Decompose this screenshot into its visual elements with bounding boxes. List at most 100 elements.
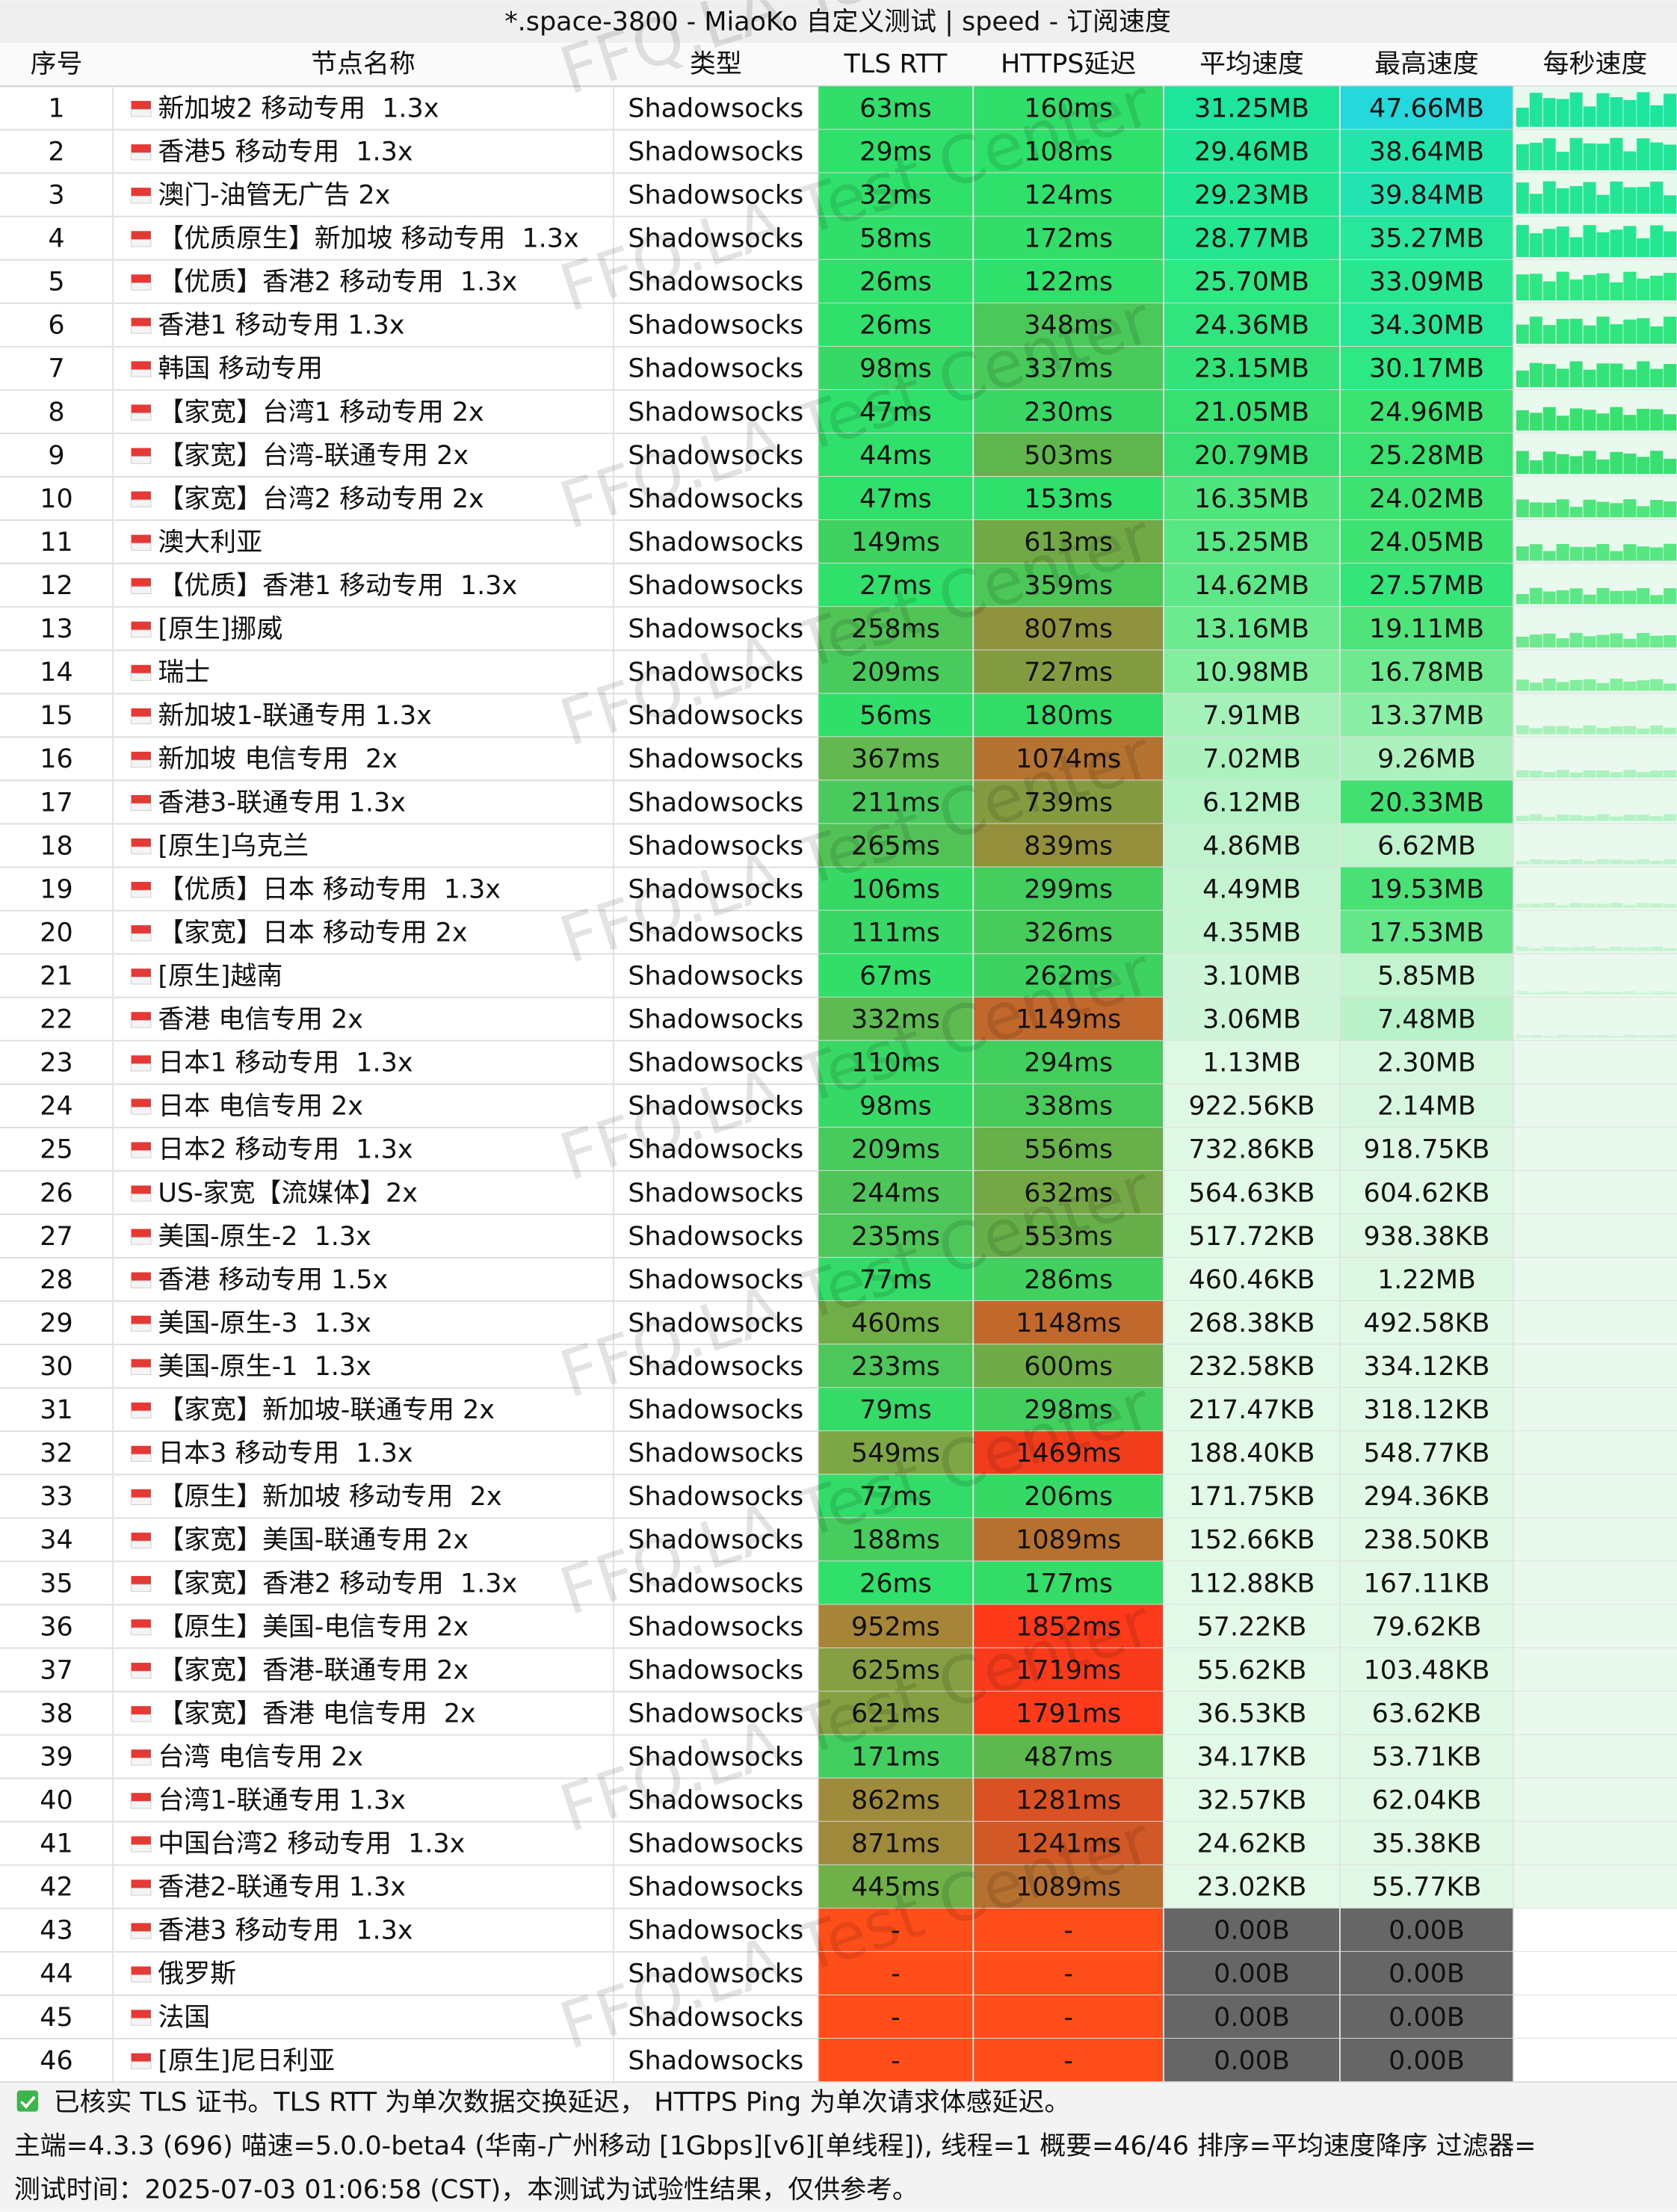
cell-bg [1339, 1821, 1514, 1865]
sparkline-bg [1513, 1561, 1677, 1605]
sparkline-bar [1516, 546, 1529, 561]
cell-text: 918.75KB [1364, 1135, 1490, 1165]
cell-text: 332ms [851, 1005, 940, 1035]
cell-text: Shadowsocks [628, 1005, 803, 1035]
cell-text: 188.40KB [1188, 1439, 1315, 1468]
flag-bottom [131, 716, 152, 725]
flag-bottom [131, 1193, 152, 1202]
sparkline-bar [1610, 96, 1623, 127]
cell-bg [1164, 2038, 1340, 2083]
cell-bg [1164, 476, 1340, 521]
cell-bg [818, 2038, 974, 2083]
cell-bg [1339, 1344, 1514, 1388]
flag-bottom [131, 152, 152, 161]
cell-text: Shadowsocks [628, 1612, 803, 1642]
footer-bar [0, 2082, 1677, 2212]
cell-bg [1339, 303, 1514, 347]
cell-text: 359ms [1024, 571, 1113, 601]
cell-text: 149ms [851, 528, 940, 557]
row-index: 14 [40, 658, 72, 688]
cell-bg [1164, 824, 1340, 868]
flag-bottom [131, 1410, 152, 1418]
sparkline-bar [1556, 152, 1569, 170]
row-index: 42 [40, 1873, 72, 1903]
sparkline-bar [1610, 903, 1623, 908]
node-name: 香港 电信专用 2x [158, 1005, 363, 1035]
sparkline-bar [1583, 594, 1596, 605]
cell-text: 23.15MB [1194, 354, 1309, 384]
cell-text: 16.35MB [1194, 484, 1309, 514]
cell-bg [1164, 1214, 1340, 1258]
cell-text: 1469ms [1016, 1439, 1121, 1468]
cell-bg [818, 476, 974, 521]
node-name: 法国 [158, 2003, 210, 2033]
sparkline-bg [1513, 1040, 1677, 1084]
sparkline-bar [1650, 368, 1664, 388]
cell-text: 1.22MB [1377, 1265, 1476, 1295]
cell-bg [1164, 1604, 1340, 1649]
sparkline-bar [1583, 725, 1596, 735]
sparkline-bar [1542, 991, 1556, 995]
cell-text: 268.38KB [1188, 1309, 1315, 1338]
sparkline-bar [1542, 98, 1556, 127]
cell-text: 217.47KB [1188, 1395, 1315, 1425]
sparkline-bg [1513, 1951, 1677, 1995]
cell-text: 232.58KB [1188, 1352, 1315, 1382]
sparkline-bar [1596, 728, 1610, 735]
cell-text: 29ms [859, 137, 932, 167]
node-name: 【优质原生】新加坡 移动专用 1.3x [158, 224, 578, 254]
sparkline-bg [1513, 1995, 1677, 2039]
cell-text: Shadowsocks [628, 398, 803, 427]
node-name: 美国-原生-3 1.3x [158, 1309, 371, 1338]
cell-text: 7.91MB [1202, 701, 1301, 731]
sparkline-bar [1583, 1034, 1596, 1038]
flag-bottom [131, 1931, 152, 1939]
node-name: 美国-原生-1 1.3x [158, 1352, 371, 1382]
sparkline-bar [1542, 407, 1556, 431]
node-name: US-家宽【流媒体】2x [158, 1178, 418, 1208]
cell-text: 39.84MB [1369, 181, 1484, 211]
row-index: 44 [40, 1959, 72, 1989]
flag-bottom [131, 759, 152, 768]
sparkline-bar [1596, 93, 1610, 127]
flag-bottom [131, 2018, 152, 2026]
cell-text: 233ms [851, 1352, 940, 1382]
node-name: [原生]越南 [158, 961, 282, 991]
cell-bg [1164, 1084, 1340, 1128]
cell-text: 209ms [851, 658, 940, 688]
row-index: 29 [40, 1309, 72, 1338]
row-index: 26 [40, 1178, 72, 1208]
cell-bg [1164, 607, 1340, 651]
sparkline-bar [1542, 726, 1556, 735]
cell-bg [1339, 1865, 1514, 1909]
table-row: 20 【家宽】日本 移动专用 2x Shadowsocks 111ms 326ms 4.3… [0, 910, 1677, 955]
cell-bg [818, 1170, 974, 1214]
flag-top [131, 1923, 151, 1932]
column-header: HTTPS延迟 [1001, 49, 1136, 79]
cell-bg [1339, 520, 1514, 564]
flag-top [131, 838, 151, 847]
sparkline-bar [1569, 92, 1583, 127]
flag-bottom [131, 2061, 152, 2069]
row-index: 11 [40, 528, 72, 557]
flag-bottom [131, 108, 152, 117]
sparkline-bar [1583, 106, 1596, 127]
sparkline-bar [1623, 682, 1637, 691]
cell-text: 47ms [859, 484, 932, 514]
sparkline-bar [1650, 635, 1664, 648]
flag-bottom [131, 1107, 152, 1115]
cell-text: 2.14MB [1377, 1092, 1476, 1122]
row-index: 6 [48, 311, 64, 341]
sparkline-bar [1596, 413, 1610, 431]
cell-bg [973, 1995, 1164, 2039]
sparkline-bar [1516, 593, 1529, 605]
sparkline-bar [1583, 410, 1596, 431]
cell-bg [818, 1040, 974, 1084]
sparkline-bar [1556, 318, 1569, 345]
check-mark [19, 2095, 36, 2109]
cell-text: 106ms [851, 874, 940, 904]
row-index: 18 [40, 831, 72, 861]
table-row: 6 香港1 移动专用 1.3x Shadowsocks 26ms 348ms 24.36M… [0, 303, 1677, 347]
cell-text: 23.02KB [1197, 1873, 1307, 1903]
flag-top [131, 318, 151, 327]
